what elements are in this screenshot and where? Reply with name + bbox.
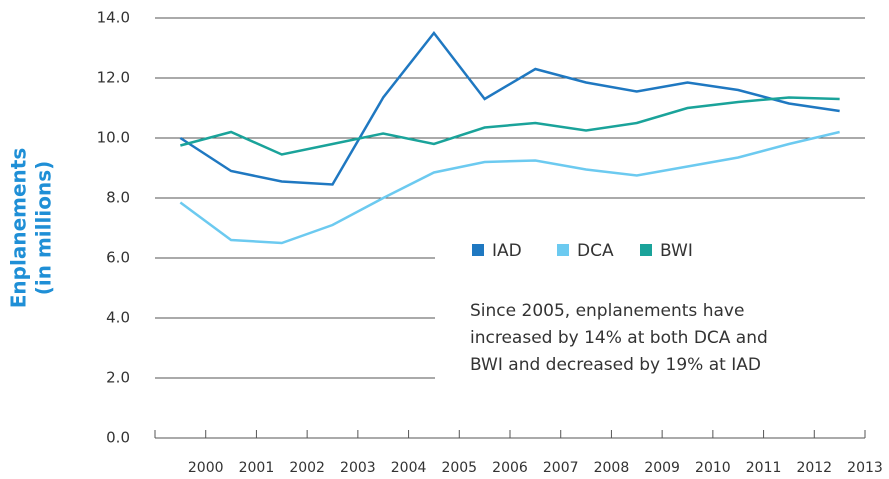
- x-tick-label: 2010: [695, 460, 731, 476]
- x-tick-label: 2012: [796, 460, 832, 476]
- x-tick-label: 2008: [594, 460, 630, 476]
- line-series: [179, 30, 840, 186]
- legend-swatch: [472, 244, 484, 256]
- y-tick-label: 2.0: [106, 369, 130, 387]
- y-tick-label: 10.0: [97, 129, 130, 147]
- y-tick-label: 14.0: [97, 9, 130, 27]
- x-tick-label: 2013: [847, 460, 883, 476]
- x-tick-label: 2000: [188, 460, 224, 476]
- legend-label: IAD: [492, 241, 522, 261]
- x-tick-label: 2004: [391, 460, 427, 476]
- x-tick-label: 2009: [644, 460, 680, 476]
- y-tick-label: 12.0: [97, 69, 130, 87]
- y-axis-label: Enplanements: [7, 148, 31, 308]
- line-series: [179, 130, 840, 245]
- legend-label: BWI: [660, 241, 693, 261]
- legend-panel: [435, 225, 867, 431]
- annotation: BWI and decreased by 19% at IAD: [470, 355, 761, 375]
- legend-swatch: [557, 244, 569, 256]
- x-tick-label: 2001: [239, 460, 275, 476]
- y-tick-label: 8.0: [106, 189, 130, 207]
- x-tick-label: 2005: [441, 460, 477, 476]
- y-tick-label: 4.0: [106, 309, 130, 327]
- y-tick-label: 0.0: [106, 429, 130, 447]
- annotation: Since 2005, enplanements have: [470, 301, 744, 321]
- x-tick-label: 2011: [746, 460, 782, 476]
- x-tick-label: 2007: [543, 460, 579, 476]
- x-tick-label: 2006: [492, 460, 528, 476]
- y-tick-label: 6.0: [106, 249, 130, 267]
- legend-label: DCA: [577, 241, 614, 261]
- x-tick-label: 2002: [289, 460, 325, 476]
- legend-swatch: [640, 244, 652, 256]
- x-tick-label: 2003: [340, 460, 376, 476]
- line-series: [180, 96, 840, 156]
- annotation: increased by 14% at both DCA and: [470, 328, 768, 348]
- y-axis-label: (in millions): [32, 161, 56, 295]
